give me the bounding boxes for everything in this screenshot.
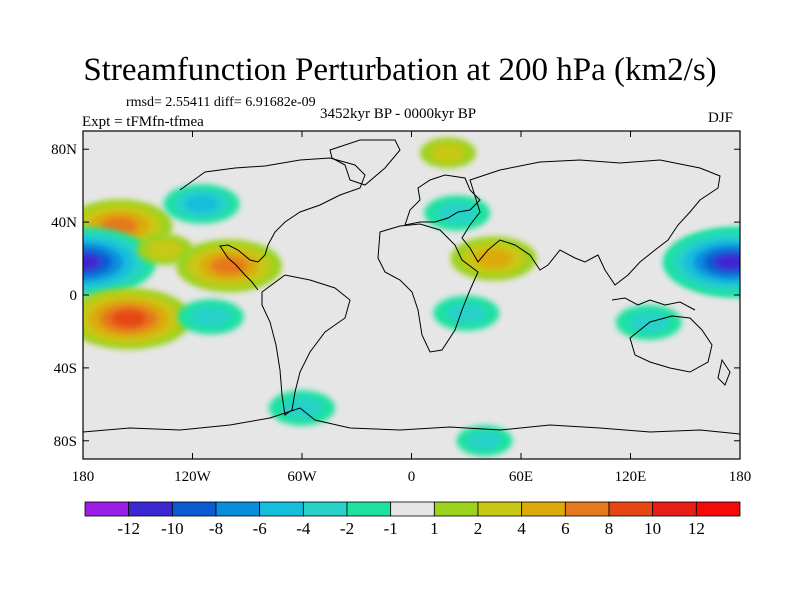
coast-indonesia <box>611 297 696 311</box>
contour-level <box>430 143 466 163</box>
x-tick-label: 60W <box>287 469 317 485</box>
anomaly-west-atlantic-negative <box>163 184 240 224</box>
anomaly-antarctic-negative <box>456 425 513 457</box>
colorbar: -12 -10 -8 -6 -4 -2 -1 1 2 4 6 8 10 12 <box>84 501 741 538</box>
y-axis: 80N 40N 0 40S 80S <box>51 142 740 450</box>
x-tick-label: 60E <box>509 469 533 485</box>
colorbar-box <box>652 501 697 517</box>
colorbar-box <box>215 501 261 517</box>
colorbar-label: 10 <box>644 519 661 538</box>
colorbar-box <box>390 501 435 517</box>
season-label: DJF <box>708 110 734 126</box>
coast-europe <box>404 174 481 226</box>
colorbar-label: 2 <box>474 519 483 538</box>
anomaly-central-america-positive <box>176 239 282 293</box>
experiment-label: Expt = tFMfn-tfmea <box>82 114 204 130</box>
colorbar-box <box>695 501 741 517</box>
anomaly-arctic-positive <box>420 137 476 169</box>
contour-level <box>83 253 101 271</box>
colorbar-box <box>128 501 173 517</box>
contour-level <box>190 306 232 328</box>
colorbar-box <box>346 501 392 517</box>
y-tick-label: 80N <box>51 142 77 158</box>
anomaly-africa-negative <box>433 295 500 331</box>
colorbar-label: -8 <box>209 519 223 538</box>
colorbar-box <box>84 501 130 517</box>
colorbar-label: -10 <box>161 519 184 538</box>
colorbar-label: 4 <box>517 519 526 538</box>
coast-australia <box>629 315 713 373</box>
anomaly-middle-east-positive <box>450 236 537 281</box>
x-axis: 180 120W 60W 0 60E 120E 180 <box>72 131 752 485</box>
coast-asia <box>461 159 721 286</box>
coast-north-america <box>179 157 366 291</box>
y-tick-label: 80S <box>54 434 77 450</box>
colorbar-label: -12 <box>117 519 140 538</box>
colorbar-box <box>477 501 523 517</box>
colorbar-label: -6 <box>253 519 267 538</box>
map-background <box>83 131 740 459</box>
anomaly-west-pacific-negative <box>662 229 740 296</box>
colorbar-box <box>259 501 304 517</box>
contour-level <box>467 431 502 451</box>
colorbar-label: -2 <box>340 519 354 538</box>
colorbar-label: 6 <box>561 519 570 538</box>
y-tick-label: 40N <box>51 215 77 231</box>
contour-level <box>445 302 487 325</box>
colorbar-label: 8 <box>605 519 614 538</box>
colorbar-box <box>608 501 654 517</box>
anomaly-south-pacific-positive <box>83 287 192 350</box>
anomaly-indian-ocean-negative <box>615 304 682 340</box>
anomaly-tropical-pacific-negative <box>177 299 244 335</box>
coast-south-america <box>261 274 351 416</box>
coastlines <box>83 139 740 435</box>
coast-greenland <box>329 139 401 186</box>
contour-level <box>474 248 513 269</box>
colorbar-label: -4 <box>296 519 311 538</box>
colorbar-label: -1 <box>384 519 398 538</box>
contour-level <box>110 309 147 328</box>
colorbar-box <box>302 501 348 517</box>
x-tick-label: 120W <box>174 469 212 485</box>
coast-africa <box>377 223 479 353</box>
y-tick-label: 40S <box>54 361 77 377</box>
coast-new-zealand <box>717 358 731 386</box>
contour-level <box>184 195 219 213</box>
anomaly-southern-ocean-negative <box>269 390 335 426</box>
contour-level <box>281 397 323 419</box>
contour-level <box>714 254 740 271</box>
x-tick-label: 120E <box>615 469 647 485</box>
colorbar-label: 12 <box>688 519 705 538</box>
contour-level <box>628 311 670 334</box>
contour-level <box>147 239 183 259</box>
x-tick-label: 180 <box>72 469 95 485</box>
colorbar-box <box>433 501 479 517</box>
anomaly-field <box>83 137 740 457</box>
colorbar-box <box>564 501 610 517</box>
chart-title: Streamfunction Perturbation at 200 hPa (… <box>83 52 717 88</box>
contour-level <box>210 256 248 276</box>
stats-text: rmsd= 2.55411 diff= 6.91682e-09 <box>126 95 316 110</box>
colorbar-box <box>521 501 566 517</box>
y-tick-label: 0 <box>70 288 78 304</box>
period-label: 3452kyr BP - 0000kyr BP <box>320 106 477 122</box>
x-tick-label: 180 <box>729 469 752 485</box>
colorbar-box <box>171 501 217 517</box>
coast-antarctica <box>83 407 740 435</box>
colorbar-label: 1 <box>430 519 439 538</box>
x-tick-label: 0 <box>408 469 416 485</box>
